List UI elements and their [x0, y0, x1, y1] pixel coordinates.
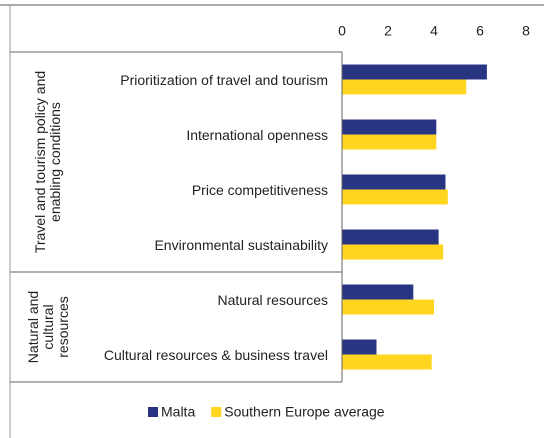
x-tick-label: 8 [522, 23, 530, 39]
bar [342, 134, 437, 150]
x-tick-label: 2 [384, 23, 392, 39]
legend-label: Malta [161, 404, 195, 420]
bar [342, 244, 444, 260]
category-label: International openness [186, 126, 328, 143]
bar [342, 119, 437, 135]
bar [342, 174, 446, 190]
bar [342, 299, 434, 315]
category-label: Environmental sustainability [154, 236, 328, 253]
legend-label: Southern Europe average [224, 404, 385, 420]
x-tick-label: 6 [476, 23, 484, 39]
category-label: Price competitiveness [191, 181, 328, 198]
category-label: Natural resources [217, 291, 329, 308]
bar [342, 189, 448, 205]
bar [342, 64, 487, 80]
x-tick-label: 0 [338, 23, 346, 39]
bar [342, 354, 432, 370]
group-label: Natural and cultural resources [24, 290, 71, 364]
category-label: Cultural resources & business travel [103, 346, 328, 363]
x-tick-label: 4 [430, 23, 438, 39]
bar [342, 339, 377, 355]
bar [342, 79, 467, 95]
group-label: Travel and tourism policy and enabling c… [32, 70, 63, 254]
bar [342, 229, 439, 245]
category-label: Prioritization of travel and tourism [120, 71, 328, 88]
bar [342, 284, 414, 300]
legend-swatch [148, 407, 158, 417]
legend-swatch [211, 407, 222, 417]
